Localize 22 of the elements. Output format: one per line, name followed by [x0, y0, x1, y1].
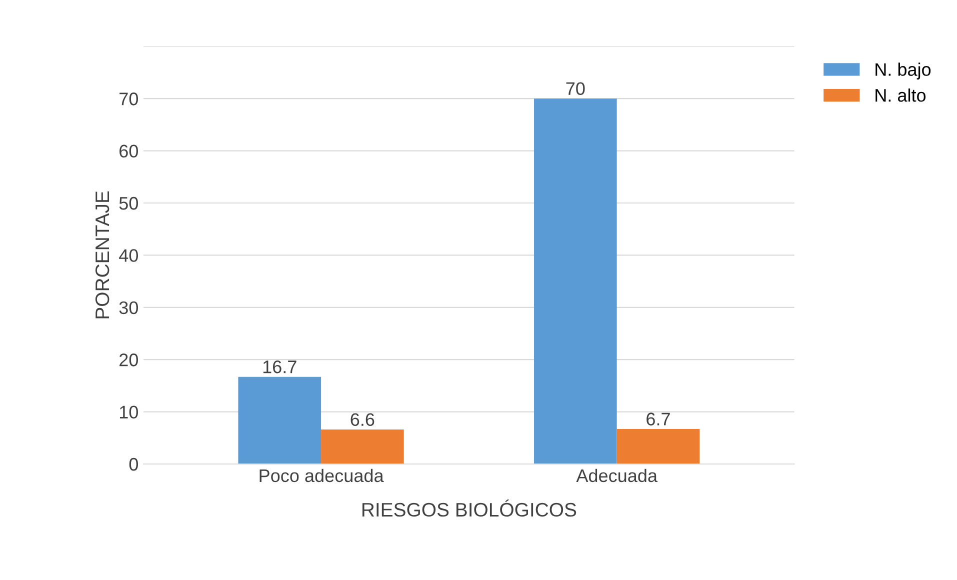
legend-label: N. bajo: [876, 62, 931, 80]
data-label: 6.6: [350, 413, 374, 426]
y-tick-label: 0: [129, 458, 138, 471]
y-tick-label: 30: [119, 301, 138, 314]
bar: [534, 98, 617, 464]
x-tick-label: Poco adecuada: [260, 468, 384, 482]
y-tick-label: 60: [120, 144, 138, 158]
legend-label: N. alto: [876, 88, 926, 102]
bar: [616, 429, 700, 464]
y-tick-label: 20: [120, 354, 138, 366]
x-tick-label: Adecuada: [576, 468, 658, 482]
bar: [321, 430, 404, 464]
y-axis-title: PORCENTAJE: [95, 191, 110, 318]
data-label: 6.7: [646, 412, 670, 426]
y-tick-label: 10: [120, 406, 138, 419]
y-tick-label: 50: [119, 196, 138, 210]
y-tick-label: 40: [119, 249, 138, 262]
data-label: 16.7: [263, 360, 296, 374]
data-label: 70: [566, 82, 585, 96]
bar: [238, 376, 322, 464]
x-axis-title: RIESGOS BIOLÓGICOS: [362, 500, 576, 517]
y-tick-label: 70: [120, 92, 138, 106]
